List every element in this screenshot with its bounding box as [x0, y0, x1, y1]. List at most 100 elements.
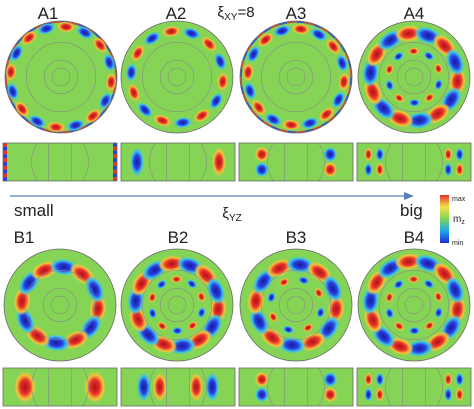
- mode-lobe: [127, 83, 140, 102]
- inner-mode-lobe: [148, 291, 157, 303]
- disk-a2: [121, 21, 233, 133]
- strip-edge-cell: [3, 177, 7, 181]
- edge-segment: [287, 21, 296, 24]
- disk-b3: [240, 249, 352, 361]
- strip-contour: [436, 143, 443, 181]
- inner-mode-lobe: [278, 277, 290, 287]
- edge-segment: [5, 77, 8, 86]
- strip-contour: [82, 143, 89, 181]
- strip-contour: [31, 368, 38, 406]
- disk-outline: [357, 20, 471, 134]
- row-a-disks: [4, 20, 471, 134]
- mode-lobe: [98, 92, 112, 110]
- strip-lobe: [364, 387, 373, 402]
- panel-label-a1: A1: [38, 4, 59, 23]
- disk-background: [121, 21, 233, 133]
- mode-lobe: [301, 117, 319, 129]
- mode-lobe: [247, 45, 261, 63]
- mode-lobe: [266, 258, 293, 278]
- axis-label-big: big: [400, 201, 423, 220]
- row-a-cross-sections: [2, 142, 472, 182]
- strip-lobe: [323, 162, 338, 178]
- mode-lobe: [214, 52, 227, 71]
- disk-background: [5, 21, 117, 133]
- inner-mode-lobe: [187, 321, 198, 331]
- strip-b4: [357, 368, 471, 406]
- inner-mode-lobe: [385, 79, 394, 91]
- contour-ring: [378, 41, 450, 113]
- contour-ring: [24, 269, 96, 341]
- inner-mode-lobe: [408, 326, 420, 335]
- inner-mode-lobe: [385, 291, 394, 303]
- strip-outline: [238, 367, 354, 407]
- strip-background: [357, 368, 471, 406]
- inner-mode-lobe: [171, 326, 183, 335]
- strip-edge-cell: [3, 173, 7, 178]
- inner-mode-lobe: [385, 63, 394, 75]
- edge-segment: [287, 130, 296, 133]
- mode-lobe: [201, 36, 217, 52]
- strip-edge-cell: [113, 165, 117, 170]
- strip-lobe: [254, 371, 269, 387]
- strip-a3: [239, 143, 353, 181]
- contour-ring: [396, 287, 432, 323]
- strip-contour: [436, 368, 443, 406]
- strip-contour: [318, 368, 325, 406]
- strip-contour: [318, 143, 325, 181]
- mode-lobe: [338, 72, 350, 91]
- inner-mode-lobe: [156, 279, 167, 289]
- mode-lobe: [273, 25, 291, 37]
- strip-lobe: [375, 372, 384, 387]
- strip-background: [3, 143, 117, 181]
- mode-lobe: [326, 38, 341, 55]
- edge-segment: [240, 68, 243, 77]
- colorbar-max-label: max: [452, 196, 466, 203]
- disk-outline: [3, 248, 117, 362]
- mode-lobe: [6, 82, 19, 101]
- strip-background: [239, 143, 353, 181]
- mode-lobe: [244, 82, 256, 100]
- inner-mode-lobe: [424, 93, 435, 103]
- inner-mode-lobe: [434, 307, 443, 319]
- strip-edge-cell: [3, 154, 7, 159]
- strip-edge-cell: [113, 143, 117, 147]
- strip-lobe: [375, 162, 384, 177]
- disk-outline: [4, 20, 118, 134]
- strip-lobe: [444, 162, 453, 177]
- mode-lobe: [46, 121, 66, 133]
- strip-lobe: [189, 372, 204, 402]
- edge-segment: [296, 130, 305, 133]
- mode-lobe: [323, 275, 343, 302]
- mode-lobe: [251, 99, 266, 116]
- strip-lobe: [14, 371, 36, 403]
- strip-edge-cell: [113, 154, 117, 159]
- contour-ring: [167, 295, 187, 315]
- mode-lobe: [182, 27, 201, 40]
- row-b-cross-sections: [2, 367, 472, 407]
- contour-ring: [25, 41, 97, 113]
- contour-ring: [260, 269, 332, 341]
- mode-lobe: [10, 44, 24, 62]
- strip-contour: [82, 368, 89, 406]
- strip-edge-cell: [3, 165, 7, 170]
- mode-lobe: [282, 119, 301, 131]
- mode-lobe: [249, 308, 269, 335]
- panel-label-b3: B3: [286, 228, 307, 247]
- strip-lobe: [254, 146, 269, 162]
- disk-b1: [4, 249, 116, 361]
- contour-ring: [286, 295, 306, 315]
- edge-segment: [114, 68, 117, 77]
- strip-contour: [385, 368, 392, 406]
- strip-edge-cell: [3, 162, 7, 166]
- panel-label-a3: A3: [286, 4, 307, 23]
- strip-lobe: [375, 147, 384, 162]
- panel-label-a4: A4: [404, 4, 425, 23]
- panel-label-a2: A2: [166, 4, 187, 23]
- mode-lobe: [318, 107, 335, 122]
- xi-yz-axis-arrowhead: [404, 192, 414, 200]
- strip-lobe: [212, 147, 226, 177]
- mode-lobe: [56, 21, 76, 33]
- mode-lobe: [143, 31, 161, 46]
- xi-xy-label: ξXY=8: [217, 4, 254, 23]
- strip-edge-cell: [113, 169, 117, 174]
